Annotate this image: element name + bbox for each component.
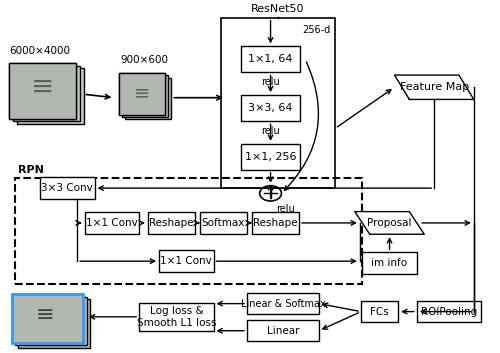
Text: FCs: FCs: [370, 307, 389, 317]
FancyBboxPatch shape: [241, 46, 300, 72]
FancyBboxPatch shape: [362, 252, 417, 274]
FancyBboxPatch shape: [126, 78, 171, 119]
FancyBboxPatch shape: [18, 299, 90, 348]
FancyBboxPatch shape: [12, 294, 84, 343]
FancyBboxPatch shape: [9, 63, 76, 119]
Text: im info: im info: [372, 258, 408, 268]
Text: 1×1 Conv: 1×1 Conv: [160, 256, 212, 266]
FancyBboxPatch shape: [120, 73, 165, 115]
Text: Proposal: Proposal: [368, 218, 412, 228]
Text: Linear & Softmax: Linear & Softmax: [240, 299, 326, 309]
Text: Reshape: Reshape: [149, 218, 194, 228]
Text: ≡: ≡: [36, 305, 54, 325]
Polygon shape: [355, 211, 424, 234]
FancyBboxPatch shape: [15, 297, 87, 345]
FancyBboxPatch shape: [40, 177, 94, 199]
Text: relu: relu: [261, 77, 280, 87]
Text: 3×3 Conv: 3×3 Conv: [42, 183, 93, 193]
FancyBboxPatch shape: [122, 76, 168, 117]
FancyBboxPatch shape: [84, 212, 139, 234]
FancyBboxPatch shape: [221, 18, 335, 188]
FancyBboxPatch shape: [252, 212, 299, 234]
FancyBboxPatch shape: [9, 63, 76, 119]
Polygon shape: [394, 75, 474, 100]
Text: 3×3, 64: 3×3, 64: [248, 103, 293, 113]
Text: Log loss &
Smooth L1 loss: Log loss & Smooth L1 loss: [136, 306, 216, 328]
Text: relu: relu: [276, 204, 295, 215]
Text: ROIPooling: ROIPooling: [421, 307, 477, 317]
FancyBboxPatch shape: [120, 73, 165, 115]
Text: 1×1 Conv: 1×1 Conv: [86, 218, 138, 228]
Text: 6000×4000: 6000×4000: [10, 46, 70, 56]
Text: 1×1, 256: 1×1, 256: [245, 152, 296, 162]
FancyBboxPatch shape: [361, 301, 398, 322]
Text: Linear: Linear: [266, 326, 299, 336]
Text: relu: relu: [261, 126, 280, 136]
FancyBboxPatch shape: [159, 250, 214, 272]
Text: Feature Map: Feature Map: [400, 82, 469, 92]
FancyBboxPatch shape: [247, 320, 319, 341]
Text: Reshape: Reshape: [254, 218, 298, 228]
Text: Softmax: Softmax: [202, 218, 245, 228]
FancyBboxPatch shape: [17, 68, 84, 124]
Text: 256-d: 256-d: [302, 25, 330, 35]
FancyBboxPatch shape: [200, 212, 247, 234]
FancyBboxPatch shape: [139, 303, 214, 331]
FancyBboxPatch shape: [241, 144, 300, 170]
FancyBboxPatch shape: [247, 293, 319, 314]
FancyBboxPatch shape: [12, 294, 84, 343]
Text: 1×1, 64: 1×1, 64: [248, 54, 293, 65]
Text: ≡: ≡: [31, 73, 54, 101]
Text: 900×600: 900×600: [120, 55, 168, 65]
FancyBboxPatch shape: [13, 66, 80, 121]
Text: RPN: RPN: [18, 165, 44, 175]
Text: ResNet50: ResNet50: [251, 4, 304, 13]
FancyBboxPatch shape: [241, 95, 300, 121]
FancyBboxPatch shape: [417, 301, 482, 322]
FancyBboxPatch shape: [148, 212, 195, 234]
Text: ≡: ≡: [134, 83, 150, 102]
